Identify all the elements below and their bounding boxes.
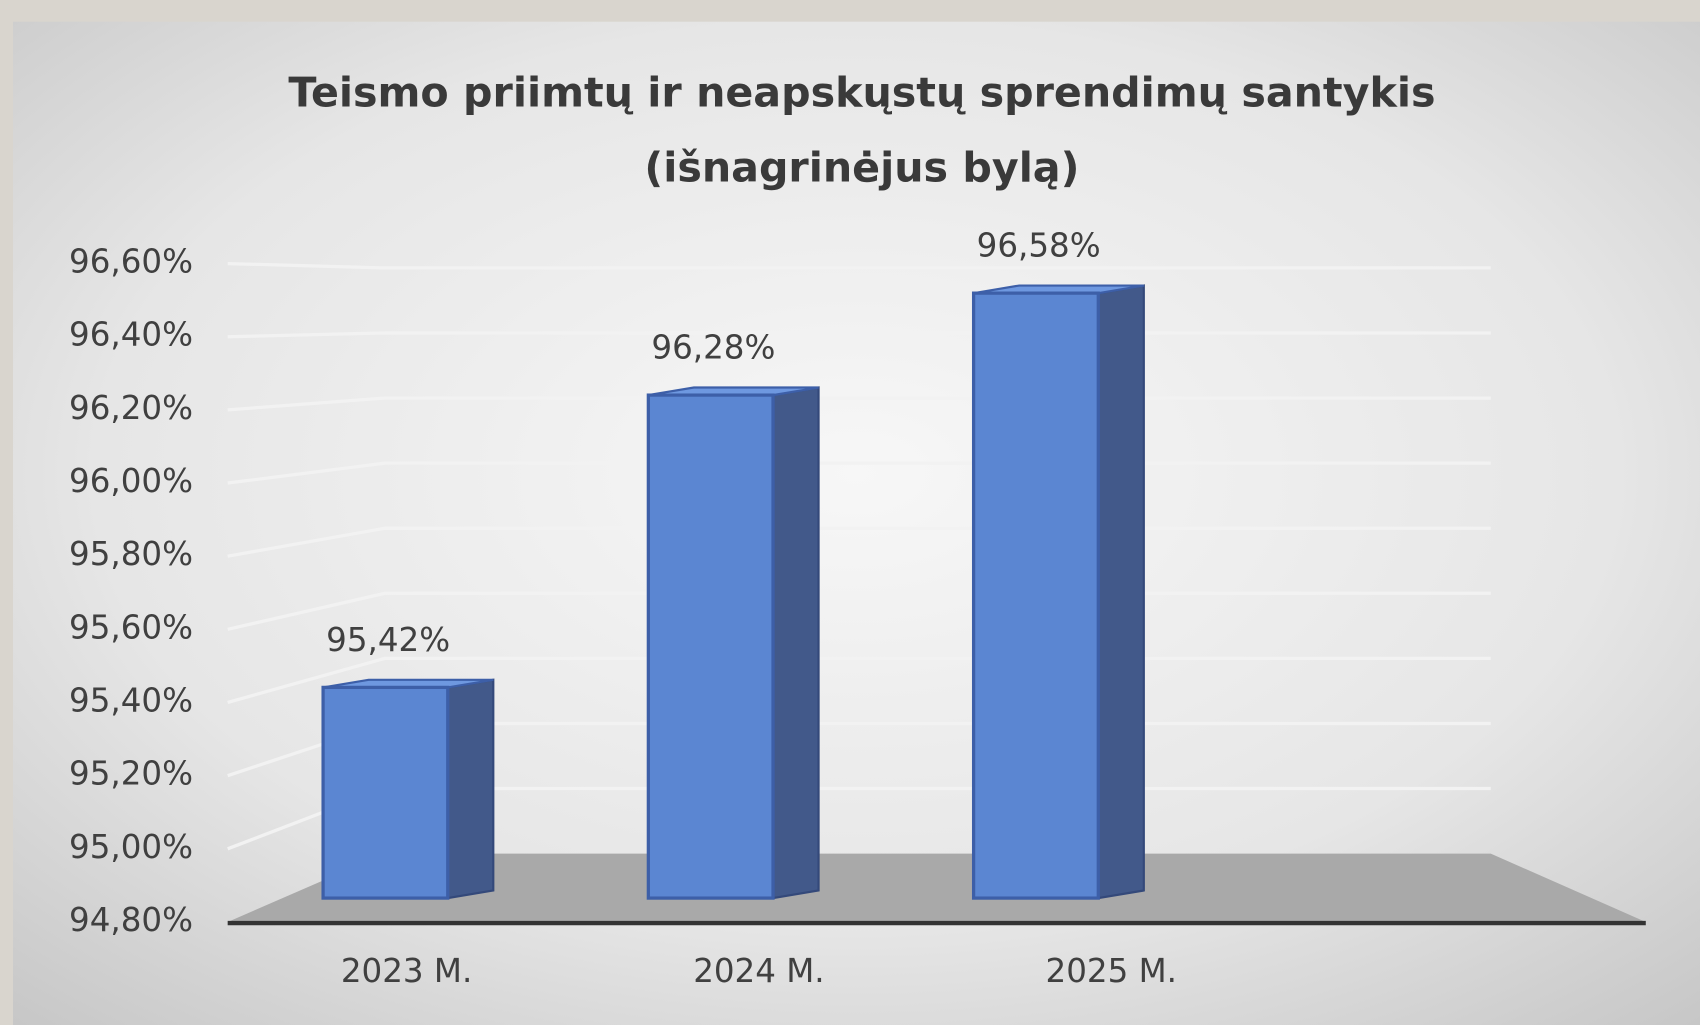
bar-side	[1097, 284, 1145, 900]
y-tick-label: 95,00%	[69, 828, 193, 866]
chart-title: (išnagrinėjus bylą)	[644, 143, 1079, 191]
y-tick-label: 94,80%	[69, 901, 193, 939]
floor	[227, 853, 1646, 922]
data-label: 96,58%	[977, 227, 1101, 265]
x-tick-label: 2025 M.	[1046, 952, 1177, 990]
chart-title: Teismo priimtų ir neapskųstų sprendimų s…	[288, 68, 1435, 116]
y-tick-label: 95,20%	[69, 755, 193, 793]
bar-side	[446, 678, 495, 900]
bar	[321, 685, 450, 900]
x-tick-label: 2024 M.	[693, 952, 824, 990]
data-label: 95,42%	[326, 621, 450, 659]
bar	[646, 393, 775, 900]
y-tick-label: 95,40%	[69, 681, 193, 719]
x-tick-label: 2023 M.	[341, 952, 472, 990]
y-tick-label: 96,40%	[69, 316, 193, 354]
y-tick-label: 96,20%	[69, 389, 193, 427]
bars: 95,42% 96,28% 96,58%	[321, 227, 1145, 900]
y-tick-label: 95,60%	[69, 608, 193, 646]
bar-side	[771, 386, 820, 900]
y-tick-label: 96,60%	[69, 243, 193, 281]
y-tick-label: 96,00%	[69, 462, 193, 500]
bar	[971, 291, 1100, 900]
y-tick-label: 95,80%	[69, 535, 193, 573]
grid-line	[227, 261, 1491, 270]
data-label: 96,28%	[651, 329, 775, 367]
